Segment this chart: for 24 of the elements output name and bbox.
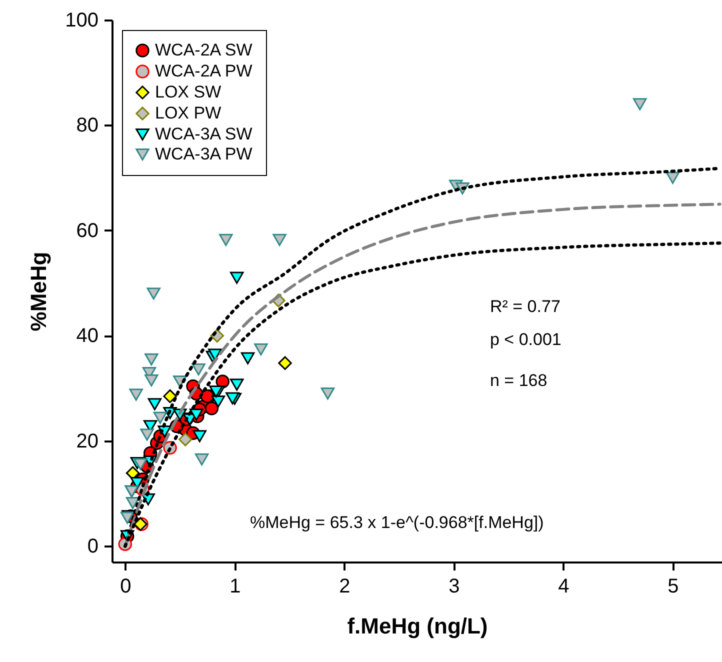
legend-label: WCA-2A SW [155, 40, 252, 60]
x-axis-title: f.MeHg (ng/L) [347, 614, 488, 638]
y-tick-label: 20 [76, 430, 98, 452]
legend-label: WCA-3A PW [155, 144, 252, 164]
x-tick-label: 1 [230, 576, 241, 598]
x-tick-label: 4 [558, 576, 570, 598]
y-tick-label: 80 [76, 114, 98, 137]
legend-label: WCA-3A SW [155, 124, 252, 144]
y-tick-label: 60 [76, 220, 98, 242]
legend-label: WCA-2A PW [155, 62, 252, 80]
y-tick-label: 40 [76, 325, 98, 348]
annotation: n = 168 [490, 371, 548, 390]
x-tick-label: 5 [668, 576, 679, 598]
legend-label: LOX SW [155, 82, 222, 102]
x-tick-label: 0 [120, 576, 132, 598]
annotation: p < 0.001 [490, 330, 562, 349]
annotation: R² = 0.77 [490, 297, 560, 316]
y-tick-label: 100 [65, 10, 98, 32]
annotation: %MeHg = 65.3 x 1-e^(-0.968*[f.MeHg]) [250, 513, 544, 532]
x-tick-label: 3 [448, 576, 460, 598]
x-tick-label: 2 [339, 576, 350, 598]
y-axis-title: %MeHg [26, 252, 52, 332]
legend-label: LOX PW [155, 104, 222, 122]
y-tick-label: 0 [87, 536, 98, 558]
